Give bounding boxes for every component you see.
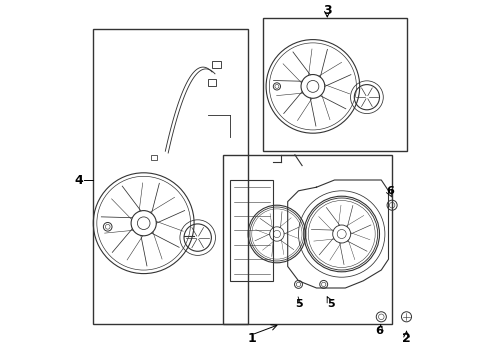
Bar [230, 180, 273, 281]
Bar [223, 155, 391, 324]
Text: 5: 5 [326, 299, 334, 309]
Bar [208, 79, 215, 86]
Text: 5: 5 [294, 299, 302, 309]
Text: 3: 3 [323, 4, 331, 17]
Bar [262, 18, 406, 151]
Text: 1: 1 [247, 332, 256, 345]
Text: 6: 6 [386, 186, 394, 196]
Bar [93, 29, 247, 324]
Bar [212, 61, 221, 68]
Bar [151, 155, 157, 160]
Text: 2: 2 [401, 332, 410, 345]
Text: 4: 4 [74, 174, 83, 186]
Text: 6: 6 [375, 326, 383, 336]
